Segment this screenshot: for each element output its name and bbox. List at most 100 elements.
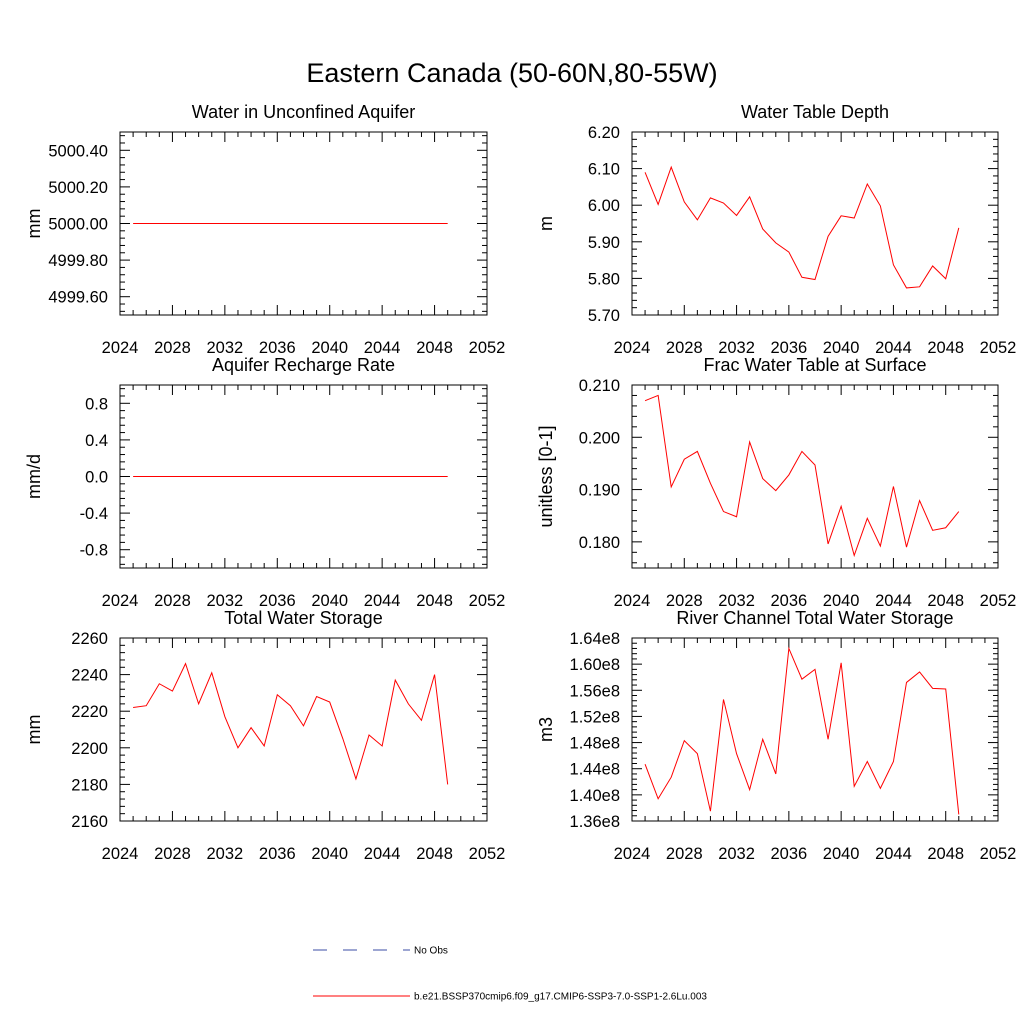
y-tick-label: 0.0	[85, 469, 108, 487]
y-tick-label: 5.70	[588, 307, 620, 325]
x-tick-label: 2024	[614, 845, 651, 863]
y-tick-label: 1.44e8	[570, 761, 620, 779]
x-tick-label: 2024	[102, 845, 139, 863]
x-tick-label: 2044	[875, 339, 912, 357]
y-tick-label: 0.4	[85, 432, 108, 450]
series-line	[644, 165, 960, 289]
x-tick-label: 2032	[718, 339, 755, 357]
y-tick-label: 1.40e8	[570, 787, 620, 805]
plot-frame	[631, 131, 999, 316]
y-tick-label: 1.60e8	[570, 656, 620, 674]
x-tick-label: 2028	[154, 339, 191, 357]
y-tick-label: 1.64e8	[570, 630, 620, 648]
x-tick-label: 2036	[259, 845, 296, 863]
x-tick-label: 2052	[469, 339, 506, 357]
y-tick-label: 6.20	[588, 124, 620, 142]
x-tick-label: 2040	[311, 339, 348, 357]
x-tick-label: 2028	[666, 592, 703, 610]
y-axis-label: unitless [0-1]	[536, 425, 556, 527]
panel-water-table-depth: Water Table Depth m 2024 2028 2032 2036 2040 20…	[536, 102, 1016, 357]
x-tick-label: 2036	[770, 592, 807, 610]
y-tick-label: 2180	[71, 776, 108, 794]
panel-water-in-unconfined-aquifer: Water in Unconfined Aquifer mm 2024 2028 203…	[24, 102, 505, 357]
y-tick-label: 5.90	[588, 234, 620, 252]
y-axis-label: m3	[536, 717, 556, 742]
x-tick-label: 2036	[259, 339, 296, 357]
y-tick-label: 5000.20	[48, 179, 108, 197]
y-tick-label: 0.200	[579, 429, 620, 447]
y-tick-label: 0.180	[579, 534, 620, 552]
panel-title: Frac Water Table at Surface	[703, 355, 926, 375]
y-tick-label: 1.48e8	[570, 735, 620, 753]
x-tick-label: 2032	[718, 592, 755, 610]
panel-title: River Channel Total Water Storage	[676, 608, 953, 628]
panel-total-water-storage: Total Water Storage mm 2024 2028 2032 2036 204…	[24, 608, 505, 863]
legend-label-model-run: b.e21.BSSP370cmip6.f09_g17.CMIP6-SSP3-7.…	[414, 992, 707, 1003]
y-tick-label: 0.8	[85, 395, 108, 413]
y-tick-label: 0.190	[579, 482, 620, 500]
x-tick-label: 2052	[980, 339, 1017, 357]
panel-title: Water in Unconfined Aquifer	[192, 102, 415, 122]
x-tick-label: 2052	[469, 592, 506, 610]
panel-aquifer-recharge-rate: Aquifer Recharge Rate mm/d 2024 2028 2032 203…	[24, 355, 505, 610]
y-axis-label: mm/d	[24, 454, 44, 499]
series-line	[644, 646, 960, 815]
x-tick-label: 2040	[311, 592, 348, 610]
panel-title: Water Table Depth	[741, 102, 889, 122]
x-tick-label: 2048	[416, 339, 453, 357]
x-tick-label: 2032	[206, 339, 243, 357]
x-tick-label: 2048	[927, 339, 964, 357]
x-tick-label: 2048	[927, 592, 964, 610]
x-tick-label: 2040	[311, 845, 348, 863]
y-tick-label: 2160	[71, 813, 108, 831]
legend: No Obs b.e21.BSSP370cmip6.f09_g17.CMIP6-…	[313, 946, 707, 1003]
x-tick-label: 2052	[980, 592, 1017, 610]
panel-river-channel-total-water-storage: River Channel Total Water Storage m3 2024 2…	[536, 608, 1016, 863]
x-tick-label: 2024	[102, 339, 139, 357]
x-tick-label: 2048	[416, 845, 453, 863]
x-tick-label: 2024	[102, 592, 139, 610]
y-tick-label: 5.80	[588, 270, 620, 288]
y-tick-label: 4999.80	[48, 252, 108, 270]
y-tick-label: 5000.40	[48, 142, 108, 160]
x-tick-label: 2048	[416, 592, 453, 610]
x-tick-label: 2036	[770, 845, 807, 863]
y-tick-label: 1.56e8	[570, 682, 620, 700]
figure-title: Eastern Canada (50-60N,80-55W)	[306, 58, 717, 88]
x-tick-label: 2028	[666, 339, 703, 357]
y-tick-label: -0.4	[80, 505, 108, 523]
y-tick-label: 4999.60	[48, 289, 108, 307]
x-tick-label: 2024	[614, 592, 651, 610]
x-tick-label: 2036	[259, 592, 296, 610]
y-tick-label: 0.210	[579, 377, 620, 395]
y-tick-label: 1.52e8	[570, 708, 620, 726]
x-tick-label: 2044	[875, 845, 912, 863]
y-tick-label: 1.36e8	[570, 813, 620, 831]
panel-title: Total Water Storage	[224, 608, 382, 628]
x-tick-label: 2024	[614, 339, 651, 357]
x-tick-label: 2028	[666, 845, 703, 863]
x-tick-label: 2052	[469, 845, 506, 863]
x-tick-label: 2028	[154, 845, 191, 863]
series-line	[133, 662, 449, 785]
plot-frame	[631, 384, 999, 569]
y-tick-label: 2260	[71, 630, 108, 648]
y-tick-label: 2200	[71, 740, 108, 758]
panel-frac-water-table-at-surface: Frac Water Table at Surface unitless [0-1…	[536, 355, 1016, 610]
x-tick-label: 2040	[823, 339, 860, 357]
y-axis-label: mm	[24, 209, 44, 239]
y-tick-label: 6.00	[588, 197, 620, 215]
panel-title: Aquifer Recharge Rate	[212, 355, 395, 375]
x-tick-label: 2036	[770, 339, 807, 357]
plot-frame	[631, 637, 999, 822]
x-tick-label: 2032	[206, 845, 243, 863]
x-tick-label: 2040	[823, 845, 860, 863]
y-tick-label: 2240	[71, 667, 108, 685]
y-axis-label: m	[536, 216, 556, 231]
y-tick-label: 5000.00	[48, 216, 108, 234]
x-tick-label: 2032	[206, 592, 243, 610]
legend-label-no-obs: No Obs	[414, 946, 448, 957]
x-tick-label: 2048	[927, 845, 964, 863]
x-tick-label: 2044	[364, 592, 401, 610]
